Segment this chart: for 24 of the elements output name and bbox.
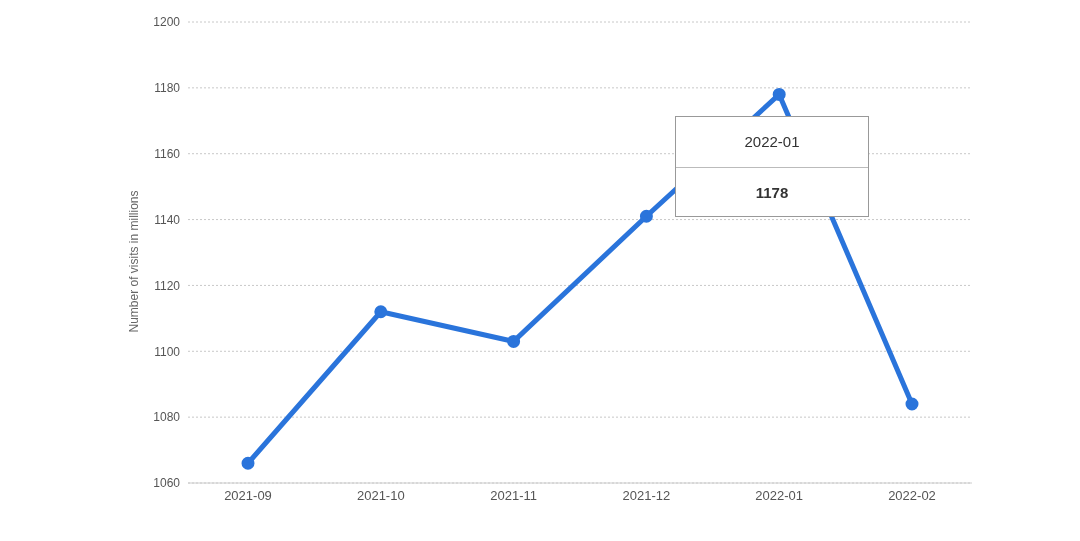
y-tick-label: 1060 — [153, 476, 181, 491]
y-tick-label: 1120 — [154, 278, 181, 293]
x-tick-label: 2022-02 — [888, 488, 936, 504]
y-tick-label: 1140 — [154, 212, 181, 227]
point — [374, 305, 388, 319]
point — [639, 209, 653, 223]
y-axis-title: Number of visits in millions — [127, 190, 142, 333]
x-tick-label: 2021-10 — [356, 488, 405, 504]
y-tick-label: 1080 — [153, 410, 181, 425]
y-tick-label: 1200 — [153, 15, 181, 30]
x-tick-label: 2021-12 — [622, 488, 671, 504]
annotation: 1178 — [754, 183, 790, 203]
x-tick-label: 2021-09 — [224, 488, 272, 504]
y-tick-label: 1180 — [154, 81, 181, 96]
x-tick-label: 2021-11 — [490, 488, 537, 504]
x-tick-label: 2022-01 — [755, 488, 804, 504]
y-tick-label: 1100 — [154, 344, 181, 359]
annotation: 2022-01 — [676, 117, 868, 168]
y-tick-label: 1160 — [154, 146, 181, 161]
point — [507, 334, 521, 348]
point — [772, 87, 786, 101]
point — [905, 397, 919, 411]
tooltip-box: 2022-01 1178 — [675, 116, 869, 217]
point — [241, 456, 255, 470]
